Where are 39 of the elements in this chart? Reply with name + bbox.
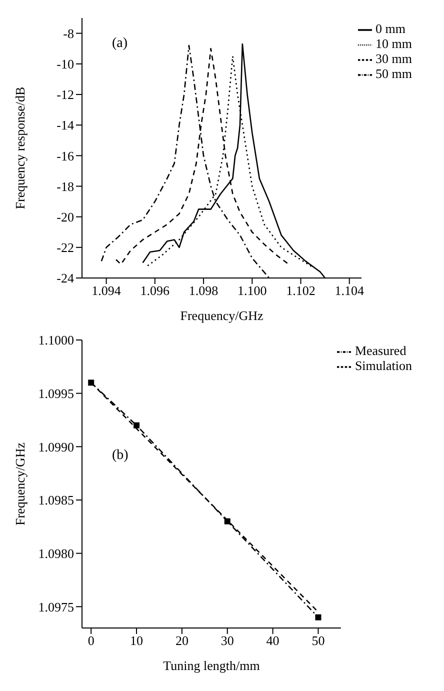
y-tick-label: -8 [63, 26, 74, 41]
y-tick-label: 1.1000 [38, 332, 74, 348]
y-tick-label: 1.0975 [38, 599, 74, 614]
x-tick-label: 1.098 [188, 283, 218, 298]
x-axis-title: Tuning length/mm [163, 658, 260, 673]
legend-label: 30 mm [376, 51, 412, 66]
y-tick-label: -22 [56, 240, 74, 256]
x-tick-label: 50 [312, 633, 325, 648]
y-axis-title: Frequency/GHz [12, 442, 28, 526]
x-tick-label: 10 [130, 633, 144, 648]
y-tick-label: -20 [56, 209, 74, 224]
x-tick-label: 40 [266, 633, 280, 648]
legend-label: Simulation [354, 358, 412, 374]
x-tick-label: 1.104 [334, 283, 364, 298]
y-tick-label: -24 [56, 270, 74, 286]
legend-label: 50 mm [376, 66, 412, 82]
annotation: (a) [112, 36, 128, 52]
x-tick-label: 1.102 [286, 283, 316, 298]
y-axis-title: Frequency response/dB [12, 86, 28, 210]
legend-label: 10 mm [376, 36, 412, 52]
y-tick-label: 1.0985 [38, 492, 74, 508]
x-tick-label: 1.100 [238, 283, 267, 298]
x-tick-label: 20 [175, 633, 188, 648]
y-tick-label: 1.0995 [38, 386, 74, 401]
y-tick-label: -10 [56, 56, 74, 72]
x-tick-label: 30 [220, 633, 234, 648]
y-tick-label: -18 [56, 178, 74, 194]
annotation: (b) [112, 448, 128, 464]
legend-label: 0 mm [376, 21, 406, 36]
x-tick-label: 1.096 [140, 283, 170, 298]
y-tick-label: -12 [56, 87, 74, 102]
x-tick-label: 0 [88, 633, 94, 648]
y-tick-label: -14 [56, 118, 74, 133]
x-tick-label: 1.094 [92, 283, 122, 298]
x-axis-title: Frequency/GHz [180, 308, 264, 323]
y-tick-label: 1.0990 [38, 439, 74, 454]
y-tick-label: 1.0980 [38, 546, 74, 561]
y-tick-label: -16 [56, 148, 74, 164]
legend-label: Measured [354, 343, 406, 358]
